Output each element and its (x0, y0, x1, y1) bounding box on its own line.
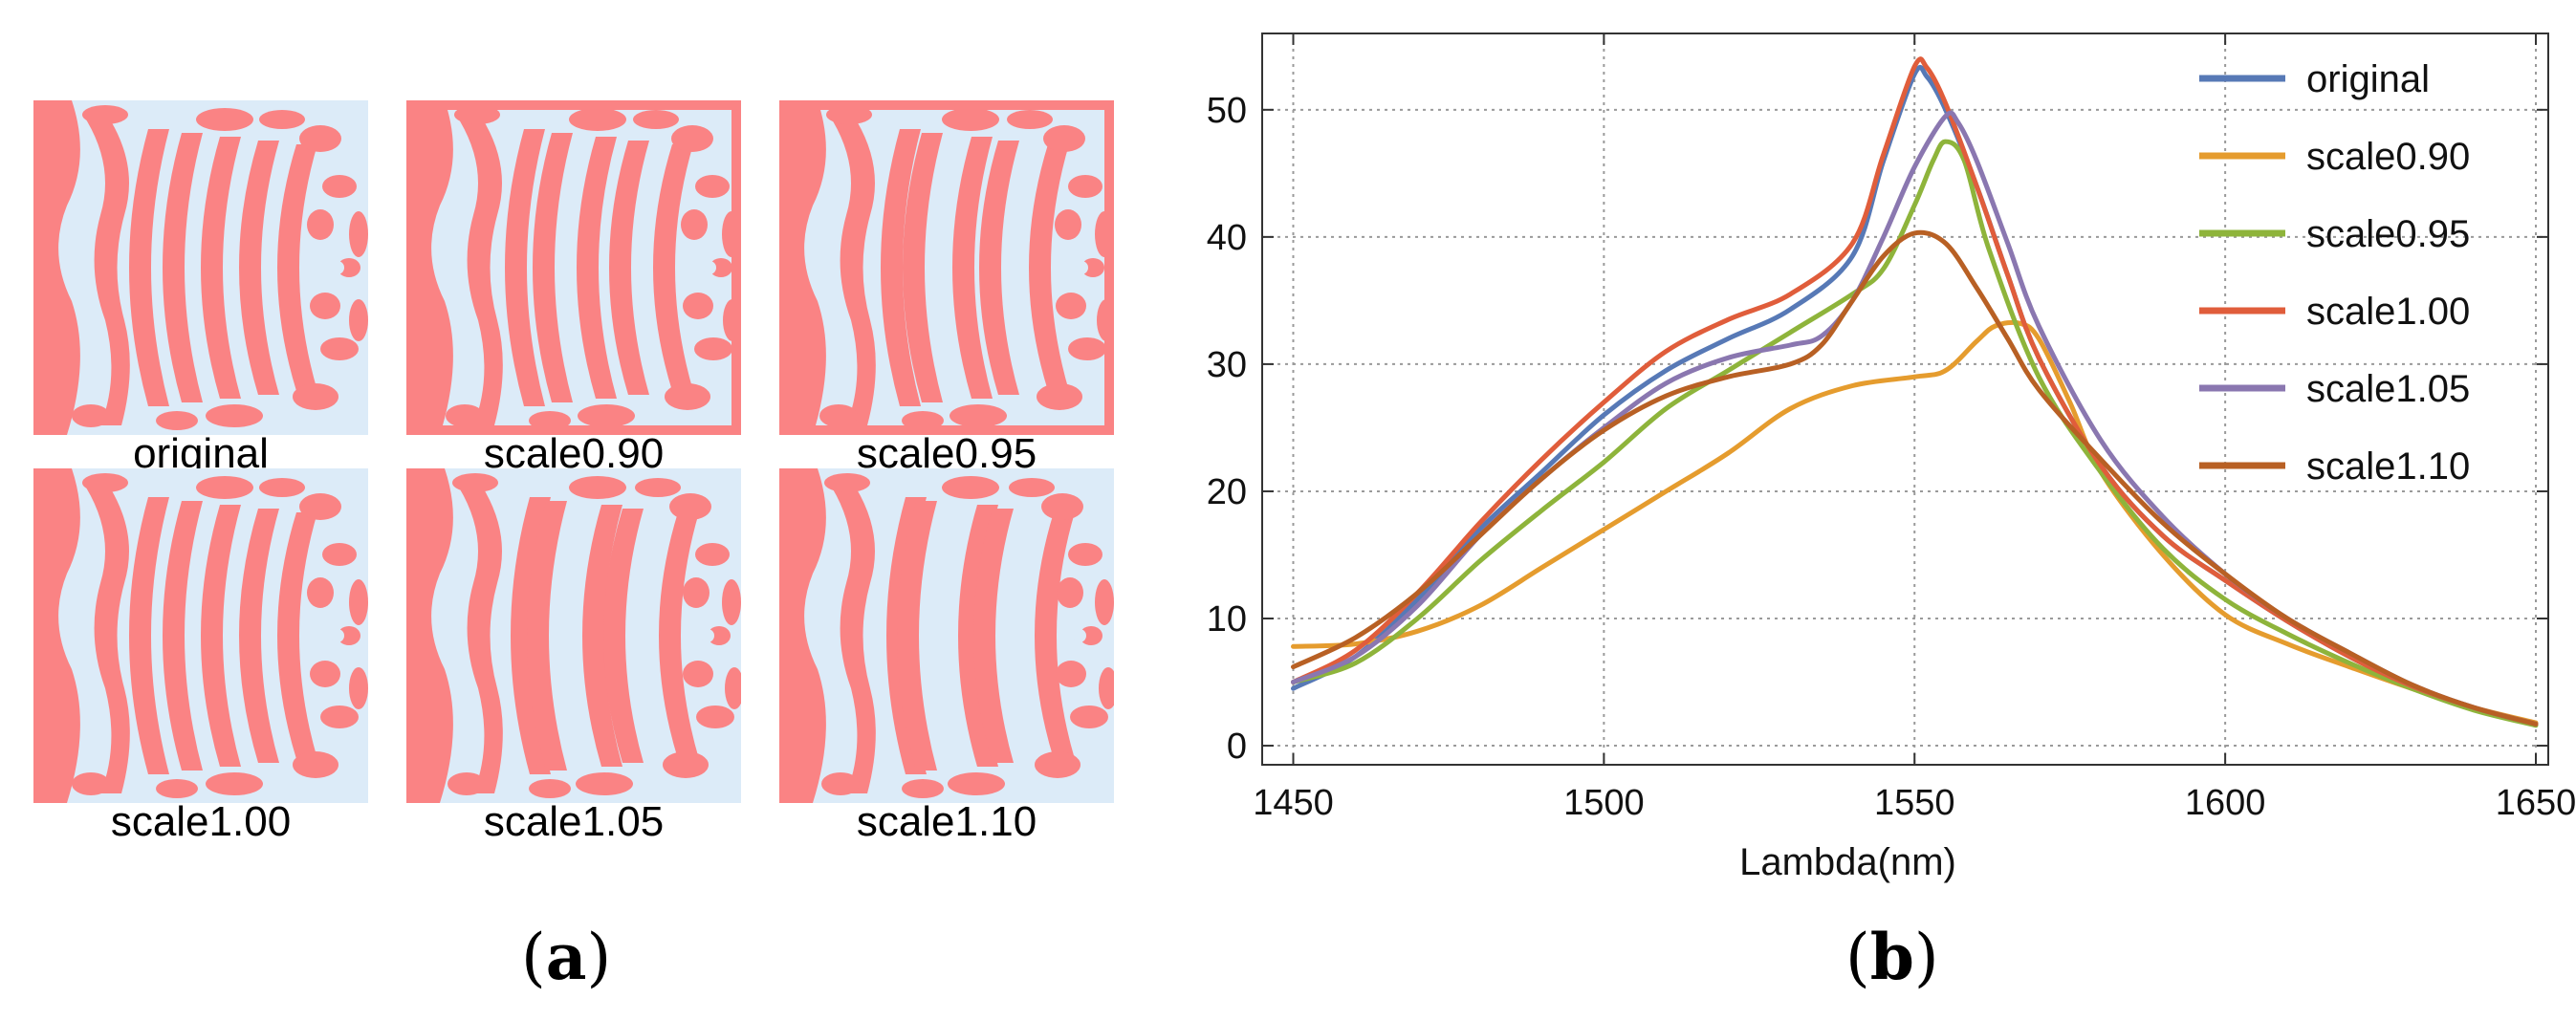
topology-pattern (406, 468, 741, 803)
panel-b-caption: (b) (1845, 920, 1939, 994)
y-tick-label: 0 (1227, 727, 1247, 767)
x-tick-label: 1500 (1563, 783, 1645, 823)
topology-tile (406, 468, 741, 803)
tile-label: scale1.10 (856, 798, 1037, 845)
y-tick-label: 10 (1207, 599, 1247, 640)
legend-label: scale0.90 (2306, 136, 2470, 178)
ce-vs-wavelength-chart: 1450 1500 1550 1600 1650 0 10 20 30 40 50 Lambda(nm… (1207, 33, 2576, 883)
tile-label: scale1.00 (110, 798, 292, 845)
topology-pattern (779, 100, 1114, 435)
panel-a-caption: (a) (521, 920, 611, 994)
topology-pattern (779, 468, 1114, 803)
plot-frame (1261, 33, 2549, 766)
legend-label: scale1.00 (2306, 291, 2470, 333)
legend-label: scale1.10 (2306, 445, 2470, 488)
y-tick-label: 40 (1207, 218, 1247, 258)
panel-a-letter: a (545, 920, 587, 994)
topology-pattern (33, 100, 368, 435)
y-tick-label: 20 (1207, 472, 1247, 512)
panel-b-open-paren: ( (1845, 921, 1870, 994)
topology-tile (406, 100, 741, 435)
x-tick-label: 1550 (1874, 783, 1955, 823)
panel-a-topology-grid: original scale0.90 scale0.95 scale1.00 scale… (0, 0, 1128, 1020)
panel-a-close-paren: ) (586, 921, 612, 994)
topology-tile (779, 100, 1114, 435)
series-line-scale0-95 (1291, 139, 2539, 728)
panel-b-letter: b (1869, 920, 1914, 994)
x-tick-label: 1450 (1253, 783, 1334, 823)
panel-b-close-paren: ) (1913, 921, 1939, 994)
y-tick-label: 30 (1207, 345, 1247, 385)
legend-label: original (2306, 58, 2430, 100)
topology-pattern (406, 100, 741, 435)
x-tick-label: 1600 (2185, 783, 2266, 823)
panel-a-open-paren: ( (521, 921, 546, 994)
topology-tile (33, 468, 368, 803)
tile-label: scale1.05 (483, 798, 665, 845)
topology-pattern (33, 468, 368, 803)
legend-label: scale0.95 (2306, 213, 2470, 255)
x-tick-label: 1650 (2496, 783, 2576, 823)
x-axis-label: Lambda(nm) (1739, 841, 1956, 883)
topology-tile (779, 468, 1114, 803)
series-line-scale0-90 (1291, 319, 2539, 726)
legend-label: scale1.05 (2306, 368, 2470, 410)
topology-tile (33, 100, 368, 435)
y-tick-label: 50 (1207, 91, 1247, 131)
series-line-scale1-10 (1291, 229, 2539, 727)
